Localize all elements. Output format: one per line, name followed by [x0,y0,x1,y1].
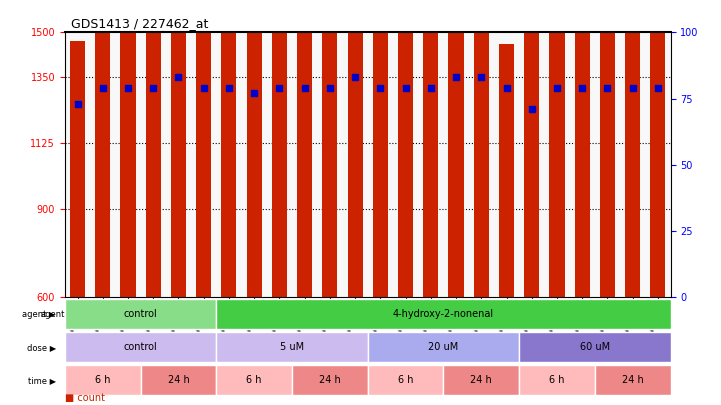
FancyBboxPatch shape [519,332,671,362]
Bar [348,0,363,298]
Bar [95,0,110,298]
Text: 5 uM: 5 uM [280,342,304,352]
FancyBboxPatch shape [216,365,292,395]
FancyBboxPatch shape [65,299,216,329]
Text: agent ▶: agent ▶ [22,309,56,319]
FancyBboxPatch shape [519,365,595,395]
Bar [196,0,211,298]
Text: control: control [124,342,157,352]
FancyBboxPatch shape [141,365,216,395]
Text: 24 h: 24 h [167,375,190,385]
Bar [600,7,615,298]
Bar [549,25,565,298]
Text: time ▶: time ▶ [27,376,56,385]
Bar [448,0,464,298]
Bar [171,0,186,298]
FancyBboxPatch shape [292,365,368,395]
Text: 6 h: 6 h [95,375,110,385]
Bar [524,21,539,298]
Bar [625,0,640,298]
Text: dose ▶: dose ▶ [27,343,56,352]
FancyBboxPatch shape [368,365,443,395]
Text: control: control [124,309,157,319]
Bar [373,0,388,298]
Text: GDS1413 / 227462_at: GDS1413 / 227462_at [71,17,208,30]
Text: 60 uM: 60 uM [580,342,610,352]
Text: agent: agent [40,309,65,319]
Text: 24 h: 24 h [622,375,644,385]
Bar [322,0,337,298]
Text: 20 uM: 20 uM [428,342,459,352]
Bar [650,15,665,298]
Text: 6 h: 6 h [398,375,413,385]
FancyBboxPatch shape [65,365,141,395]
Bar [398,0,413,298]
Bar [146,0,161,298]
Bar [221,0,236,298]
Bar [247,18,262,298]
Text: 4-hydroxy-2-nonenal: 4-hydroxy-2-nonenal [393,309,494,319]
Bar [120,0,136,298]
Text: 24 h: 24 h [470,375,492,385]
Bar [474,0,489,298]
Bar [70,41,85,298]
FancyBboxPatch shape [443,365,519,395]
Bar [423,21,438,298]
FancyBboxPatch shape [368,332,519,362]
FancyBboxPatch shape [216,332,368,362]
Text: 6 h: 6 h [549,375,565,385]
Bar [272,0,287,298]
Bar [575,0,590,298]
FancyBboxPatch shape [65,332,216,362]
Bar [499,44,514,298]
Bar [297,0,312,298]
FancyBboxPatch shape [595,365,671,395]
FancyBboxPatch shape [216,299,671,329]
Text: ■ count: ■ count [65,393,105,403]
Text: 6 h: 6 h [247,375,262,385]
Text: 24 h: 24 h [319,375,341,385]
